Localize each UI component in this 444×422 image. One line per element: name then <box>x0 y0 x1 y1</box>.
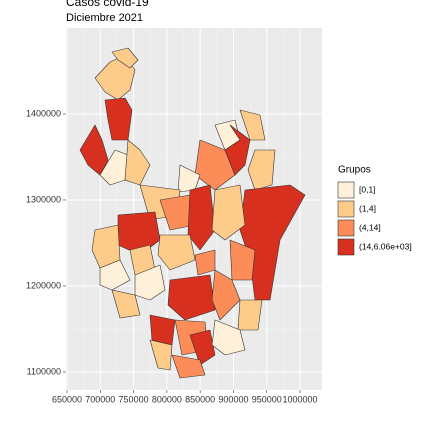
legend-key <box>337 200 355 218</box>
region <box>157 234 196 271</box>
region <box>171 354 206 379</box>
region <box>211 269 241 321</box>
region <box>79 124 109 176</box>
y-tick-label: 1300000 <box>26 194 61 204</box>
x-tick-label: 750000 <box>119 394 149 404</box>
x-tick-label: 650000 <box>52 394 82 404</box>
y-tick-label: 1400000 <box>26 108 61 118</box>
region <box>134 264 166 301</box>
legend-title: Grupos <box>338 165 371 176</box>
x-tick-label: 850000 <box>185 394 215 404</box>
region <box>211 319 246 356</box>
region <box>229 239 256 281</box>
region <box>211 184 246 241</box>
legend-key <box>337 181 355 199</box>
legend: [0,1] (1,4] (4,14] (14,6.06e+03] <box>337 181 412 256</box>
x-tick-label: 900000 <box>218 394 248 404</box>
x-tick-label: 700000 <box>85 394 115 404</box>
legend-label: (4,14] <box>359 222 381 232</box>
y-tick-label: 1200000 <box>26 280 61 290</box>
region <box>111 47 139 69</box>
region <box>187 184 216 251</box>
region <box>239 109 266 141</box>
region <box>189 329 216 366</box>
region <box>239 184 306 301</box>
region <box>94 54 136 101</box>
region <box>247 149 276 191</box>
region <box>167 274 216 321</box>
region <box>237 299 263 331</box>
region <box>124 139 151 186</box>
legend-label: (1,4] <box>359 203 376 213</box>
region <box>149 339 173 371</box>
x-tick-label: 1000000 <box>283 394 318 404</box>
legend-label: [0,1] <box>359 184 376 194</box>
region <box>194 139 236 191</box>
y-tick-label: 1100000 <box>27 366 61 376</box>
x-tick-label: 800000 <box>152 394 182 404</box>
legend-key <box>337 219 355 237</box>
map-subtitle: Diciembre 2021 <box>66 12 143 24</box>
region <box>194 249 216 276</box>
x-tick-label: 950000 <box>252 394 282 404</box>
legend-key <box>337 238 355 256</box>
regions <box>79 47 306 379</box>
legend-label: (14,6.06e+03] <box>359 241 412 251</box>
region <box>99 259 131 291</box>
map-title: Casos covid-19 <box>66 0 149 9</box>
region <box>149 314 176 346</box>
region <box>111 289 141 319</box>
